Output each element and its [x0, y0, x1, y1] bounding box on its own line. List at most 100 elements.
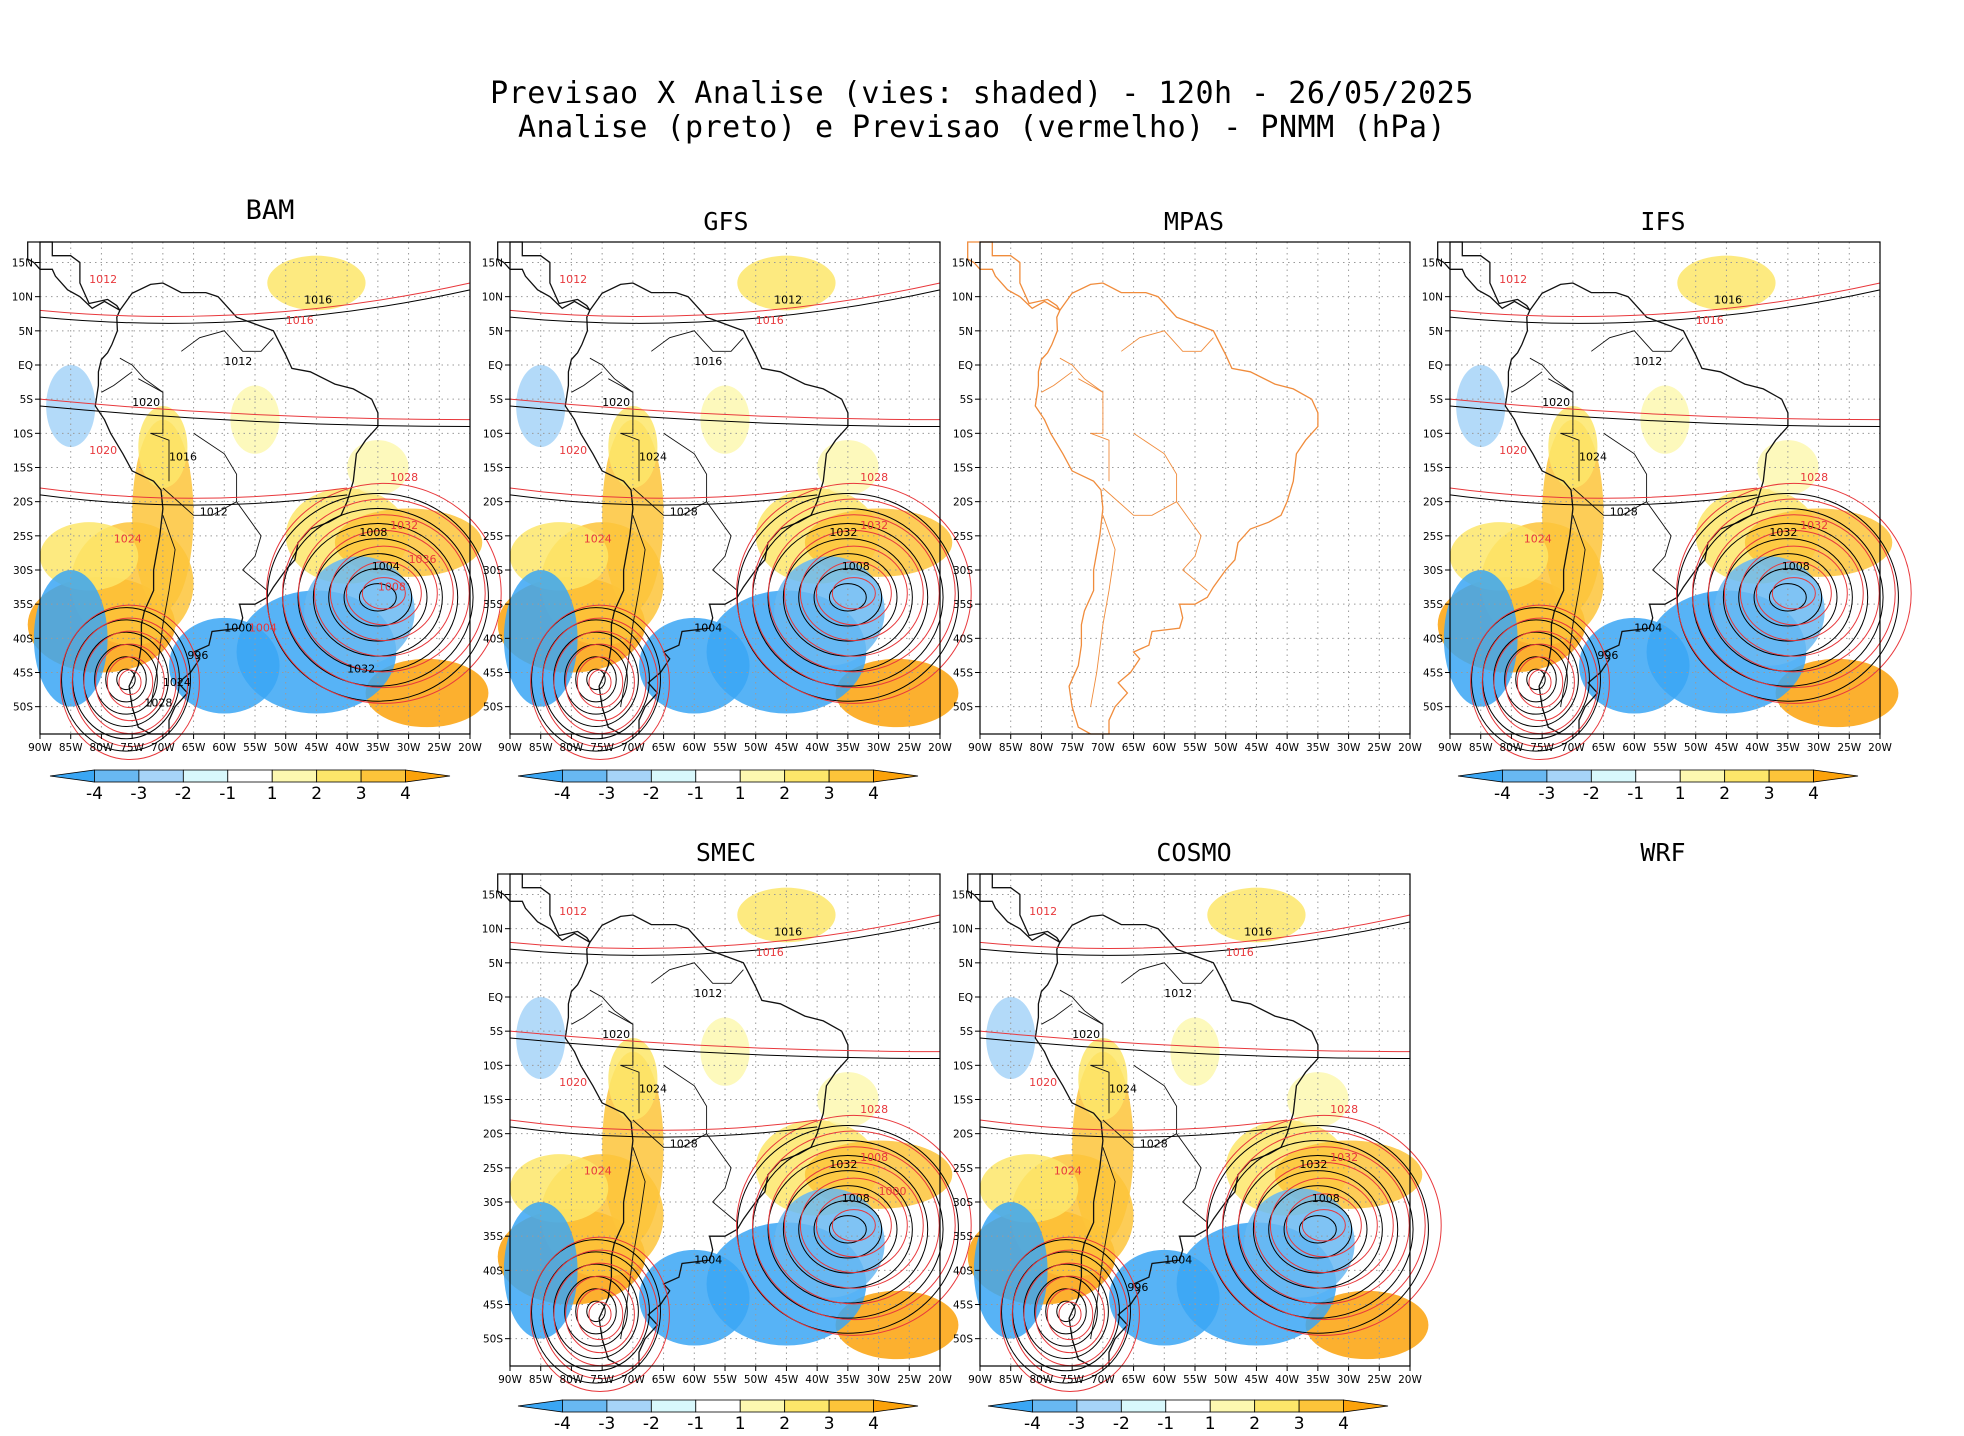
isobars-ifs — [1449, 282, 1912, 761]
lon-label: 70W — [151, 742, 175, 754]
lon-label: 75W — [590, 1374, 614, 1386]
country-border — [236, 501, 268, 591]
country-border — [1646, 501, 1678, 591]
coastline-central-america — [497, 873, 591, 943]
lat-label: 20S — [1423, 497, 1443, 509]
analysis-isobar — [1237, 1155, 1399, 1304]
forecast-isobar — [95, 643, 165, 722]
analysis-isobar — [586, 1300, 606, 1323]
lon-label: 30W — [867, 1374, 891, 1386]
forecast-isobar — [39, 282, 471, 317]
lon-label: 75W — [1060, 1374, 1084, 1386]
bias-area — [986, 997, 1036, 1079]
panel-title-bam: BAM — [245, 195, 295, 226]
isobar-label-forecast: 1012 — [559, 905, 587, 918]
isobar-label-analysis: 1016 — [1714, 294, 1742, 307]
country-border — [1591, 330, 1684, 352]
analysis-isobar — [343, 568, 413, 627]
forecast-isobar — [509, 1119, 818, 1131]
analysis-isobar — [1707, 523, 1869, 672]
lat-label: 20S — [483, 1129, 503, 1141]
forecast-isobar — [1035, 1275, 1105, 1354]
lat-label: 25S — [1423, 531, 1443, 543]
colorbar-tick-label: 4 — [1808, 784, 1819, 804]
lat-label: 10S — [953, 1060, 973, 1072]
forecast-isobar — [297, 514, 470, 673]
bias-area — [267, 255, 366, 311]
isobars-gfs — [509, 282, 972, 761]
lon-label: 25W — [1837, 742, 1861, 754]
colorbar-box — [606, 769, 652, 783]
legend-ifs: -4 -3 -2 -1 1 2 3 4 — [1457, 769, 1859, 804]
isobar-label-analysis: 996 — [187, 649, 208, 662]
colorbar-box — [1724, 769, 1770, 783]
country-border — [1090, 515, 1116, 707]
lat-label: 15S — [483, 1095, 503, 1107]
country-border — [1102, 432, 1178, 516]
isobar-label-forecast: 1020 — [1029, 1076, 1057, 1089]
colorbar-tick-label: -2 — [643, 1414, 660, 1434]
colorbar-arrow-right — [873, 769, 919, 783]
isobar-label-forecast: 1024 — [584, 533, 612, 546]
forecast-isobar — [565, 1275, 635, 1354]
lon-label: 90W — [498, 1374, 522, 1386]
forecast-isobar — [1237, 1146, 1410, 1305]
coastline-central-america — [27, 241, 121, 311]
analysis-isobar — [1449, 405, 1881, 427]
analysis-isobar — [39, 405, 471, 427]
forecast-isobar — [106, 656, 154, 709]
isobar-label-forecast: 1020 — [559, 1076, 587, 1089]
lat-label: 50S — [1423, 702, 1443, 714]
lat-label: 10N — [952, 924, 973, 936]
colorbar-box — [1679, 769, 1726, 783]
isobar-label-forecast: 1000 — [879, 1185, 907, 1198]
country-border — [1176, 501, 1208, 591]
analysis-isobar — [979, 1037, 1411, 1059]
bias-area — [516, 365, 566, 447]
isobar-label-analysis: 1008 — [842, 1192, 870, 1205]
forecast-isobar — [736, 1114, 972, 1336]
lon-label: 60W — [682, 1374, 706, 1386]
country-border — [1078, 1010, 1110, 1114]
colorbar-tick-label: 1 — [735, 1414, 746, 1434]
colorbar-tick-label: 1 — [1675, 784, 1686, 804]
colorbar-box — [562, 1399, 608, 1413]
lon-label: 20W — [1868, 742, 1892, 754]
lon-label: 50W — [1214, 1374, 1238, 1386]
map-frame-ifs: 1016 1012 1020 1024 1028 1032 1008 1004 996 1012 1… — [1437, 241, 1912, 761]
lat-label: 5N — [1428, 326, 1443, 338]
lon-label: 35W — [836, 1374, 860, 1386]
panel-title-mpas: MPAS — [1163, 207, 1225, 236]
analysis-isobar — [1471, 607, 1601, 752]
isobar-label-forecast: 1028 — [1800, 471, 1828, 484]
isobar-label-analysis: 1012 — [1634, 355, 1662, 368]
coastline-south-america — [94, 282, 379, 735]
bias-area — [700, 1017, 750, 1086]
country-border — [1059, 357, 1104, 393]
forecast-isobar — [979, 1119, 1288, 1131]
colorbar-arrow-left — [517, 769, 563, 783]
country-border — [101, 371, 133, 393]
isobar-label-forecast: 1024 — [584, 1165, 612, 1178]
colorbar-box — [1076, 1399, 1122, 1413]
colorbar-box — [1768, 769, 1814, 783]
colorbar-box — [138, 769, 184, 783]
lon-label: 30W — [1807, 742, 1831, 754]
forecast-isobar — [576, 1288, 624, 1341]
isobar-label-forecast: 1016 — [286, 314, 314, 327]
forecast-isobar — [1046, 1288, 1094, 1341]
forecast-isobar — [71, 617, 189, 748]
forecast-isobar — [588, 1301, 612, 1328]
isobar-label-forecast: 1024 — [1524, 533, 1552, 546]
forecast-isobar — [752, 1130, 956, 1321]
forecast-isobar — [576, 656, 624, 709]
isobar-label-analysis: 1004 — [694, 622, 722, 635]
lat-label: 10N — [482, 924, 503, 936]
analysis-isobar — [979, 1126, 1288, 1138]
lat-label: 30S — [483, 565, 503, 577]
lon-label: 20W — [458, 742, 482, 754]
lat-label: 30S — [953, 1197, 973, 1209]
isobar-label-forecast: 1032 — [390, 519, 418, 532]
map-grid — [980, 242, 1410, 734]
colorbar-box — [739, 1399, 786, 1413]
